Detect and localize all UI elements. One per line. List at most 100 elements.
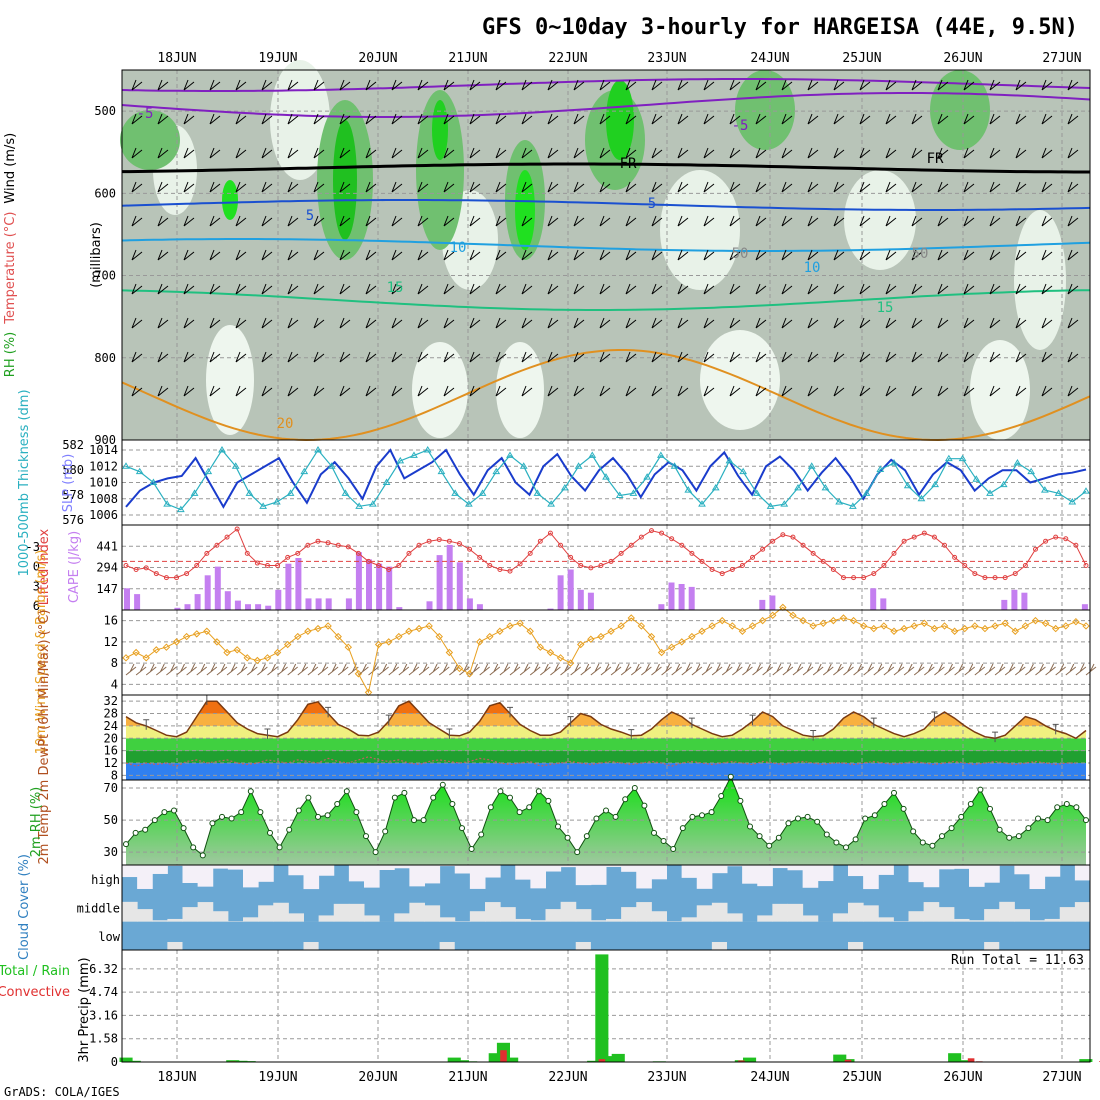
surface-wind-barb [913, 663, 925, 676]
wind-barb [495, 317, 507, 329]
cape-bar [1011, 589, 1018, 610]
wind-barb [131, 215, 143, 227]
date-label-top: 25JUN [842, 51, 881, 66]
surface-wind-barb [327, 663, 339, 676]
wind-barb [937, 79, 949, 91]
wind-barb [651, 283, 663, 295]
wind-barb [469, 215, 481, 227]
surface-wind-barb [206, 663, 218, 676]
rh-point [929, 842, 936, 849]
thickness-point [807, 462, 816, 469]
wind-barb [625, 317, 637, 329]
cloud-high-clear [1074, 865, 1091, 881]
cloud-high-clear [575, 865, 592, 886]
contour-label: 50 [912, 246, 929, 262]
wind-barb [443, 147, 455, 159]
wind-barb [313, 79, 325, 91]
surface-wind-barb [135, 663, 147, 676]
surface-wind-barb [671, 663, 682, 676]
surface-wind-barb [853, 663, 864, 676]
wind-axis-label: 10m Wind Speed & Barbs (m/s) [34, 550, 49, 755]
surface-wind-barb [641, 663, 652, 676]
temp-minmax-whisker [385, 714, 392, 726]
cape-bar [386, 566, 393, 610]
rh-point [612, 813, 619, 820]
wind-barb [781, 147, 793, 159]
surface-wind-barb [863, 663, 874, 676]
pressure-tick-label: 700 [94, 269, 116, 283]
wind-barb [677, 147, 689, 159]
wind-barb [287, 147, 299, 159]
cloud-high-clear [923, 865, 940, 888]
lifted-index-point [931, 534, 937, 540]
wind-barb [1041, 385, 1053, 397]
wind-barb [833, 113, 845, 125]
wind-barb [131, 147, 143, 159]
wind-barb [885, 317, 897, 329]
wind-barb [1041, 215, 1053, 227]
precip-total-bar [1079, 1059, 1093, 1062]
wind-barb [417, 351, 429, 363]
wind-barb [885, 113, 897, 125]
precip-rain-bar [500, 1050, 507, 1062]
cloud-high-clear [802, 865, 819, 888]
wind-barb [677, 181, 689, 193]
lifted-index-point [416, 542, 422, 548]
wind-barb [391, 181, 403, 193]
wind-barb [677, 249, 689, 261]
cape-bar [134, 594, 141, 610]
wind-barb [833, 147, 845, 159]
cloud-middle-clear [1059, 907, 1076, 922]
rh-point [564, 834, 571, 841]
rh-point [401, 789, 408, 796]
wind-barb [625, 385, 637, 397]
wind-barb [885, 283, 897, 295]
cloud-high-clear [636, 865, 652, 889]
wind-barb [1067, 351, 1079, 363]
surface-wind-barb [519, 663, 531, 676]
surface-wind-barb [600, 663, 612, 676]
wind-barb [755, 113, 767, 125]
thickness-point [821, 483, 830, 491]
cape-bar [124, 588, 130, 610]
wind-barb [1015, 317, 1027, 329]
wind-barb [1015, 351, 1027, 363]
wind-barb [1041, 249, 1053, 261]
wind-barb [1015, 181, 1027, 193]
thickness-point [972, 475, 981, 482]
lifted-index-point [921, 530, 927, 536]
cloud-high-clear [424, 865, 441, 884]
wind-barb [833, 215, 845, 227]
lifted-index-point [244, 550, 250, 556]
slp-tick-label: 1006 [89, 508, 118, 522]
wind-barb [183, 215, 195, 227]
rh-point [142, 826, 149, 833]
thickness-point [163, 500, 172, 507]
wind-barb [287, 181, 299, 193]
wind-barb [495, 249, 507, 261]
precip-convective-label: Convective [0, 985, 70, 1000]
wind-barb [781, 385, 793, 397]
cloud-middle-clear [137, 909, 153, 922]
surface-wind-barb [661, 663, 672, 676]
side-label-part: Temperature (°C) [3, 212, 18, 325]
precip-total-bar [455, 1060, 469, 1062]
wind-barb [651, 317, 663, 329]
lifted-index-point [184, 571, 190, 577]
contour-label: -5 [732, 118, 749, 134]
cloud-middle-clear [999, 901, 1015, 922]
temperature-band [126, 750, 1086, 763]
date-label-top: 27JUN [1042, 51, 1081, 66]
rh-point [411, 817, 417, 824]
cloud-high-clear [122, 865, 138, 878]
wind-barb [963, 147, 975, 159]
wind-barb [1067, 249, 1079, 261]
wind-speed-point [1031, 616, 1040, 625]
cloud-middle-clear [152, 920, 168, 922]
cloud-middle-clear [182, 907, 199, 922]
wind-barb [183, 113, 195, 125]
date-label-bottom: 23JUN [647, 1070, 686, 1085]
wind-barb [937, 385, 949, 397]
wind-barb [963, 317, 975, 329]
surface-wind-barb [792, 663, 804, 676]
